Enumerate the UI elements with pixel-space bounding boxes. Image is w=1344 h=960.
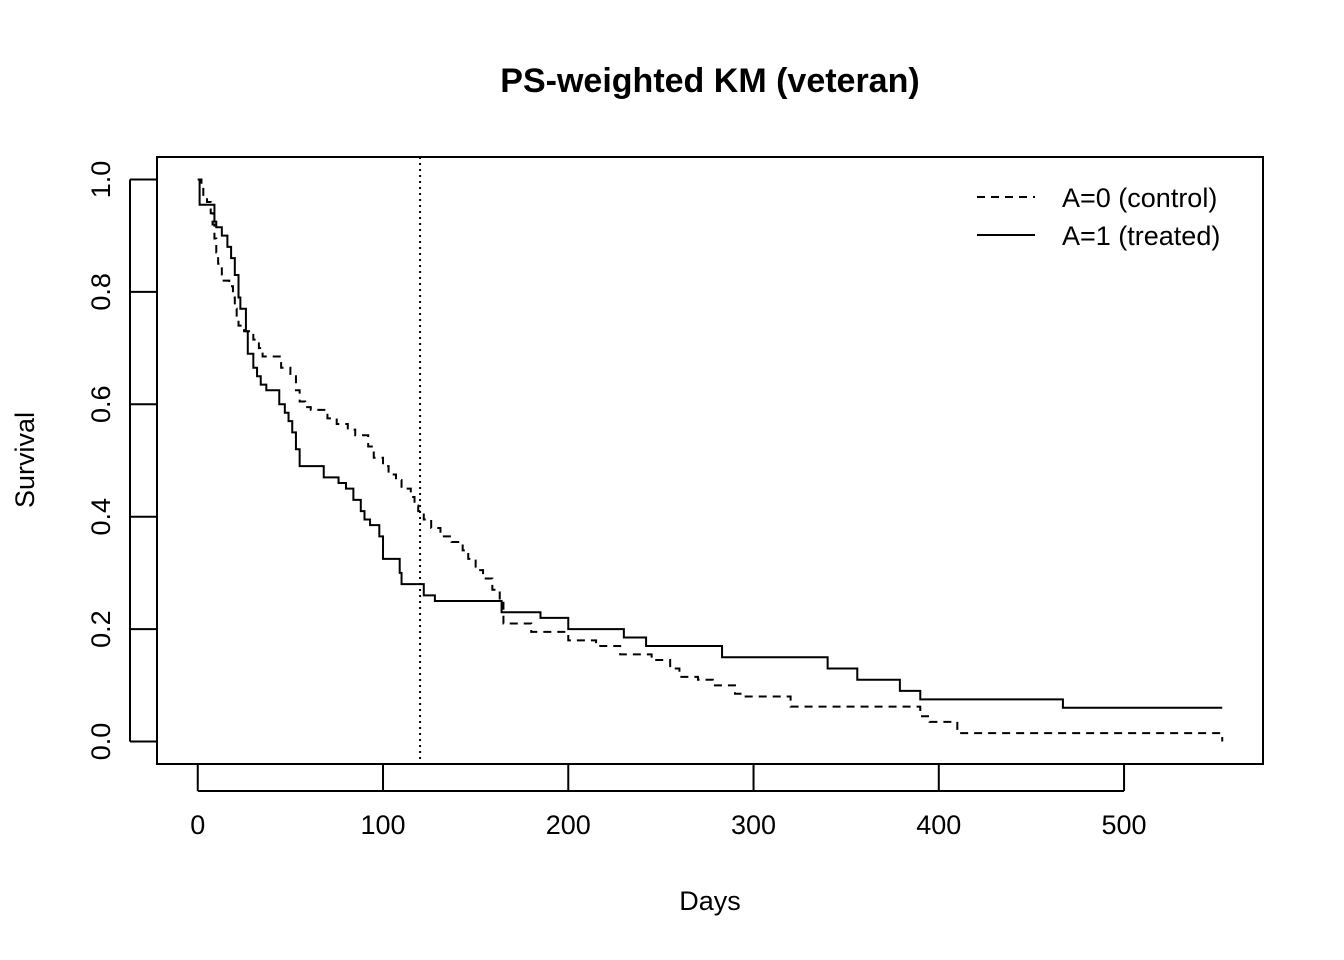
x-axis: 0 100 200 300 400 500	[190, 764, 1147, 840]
y-tick-label: 0.4	[86, 498, 116, 536]
y-tick-label: 0.8	[86, 273, 116, 311]
x-tick-label: 500	[1102, 810, 1147, 840]
legend-label-treated: A=1 (treated)	[1062, 221, 1220, 251]
y-tick-label: 0.2	[86, 610, 116, 648]
x-tick-label: 200	[546, 810, 591, 840]
series-treated-line	[197, 178, 1223, 709]
x-tick-label: 100	[360, 810, 405, 840]
x-tick-label: 400	[916, 810, 961, 840]
y-tick-label: 0.0	[86, 723, 116, 761]
plot-area	[197, 157, 1224, 764]
plot-frame	[156, 156, 1264, 765]
chart-title: PS-weighted KM (veteran)	[500, 62, 919, 100]
x-tick-label: 0	[190, 810, 205, 840]
x-axis-label: Days	[679, 886, 741, 916]
x-tick-label: 300	[731, 810, 776, 840]
y-axis-label: Survival	[10, 412, 40, 508]
series-control-line	[197, 178, 1224, 742]
legend-label-control: A=0 (control)	[1062, 183, 1217, 213]
y-tick-label: 0.6	[86, 386, 116, 424]
y-tick-label: 1.0	[86, 161, 116, 199]
legend: A=0 (control) A=1 (treated)	[977, 183, 1220, 251]
y-axis: 0.0 0.2 0.4 0.6 0.8 1.0	[86, 161, 157, 761]
